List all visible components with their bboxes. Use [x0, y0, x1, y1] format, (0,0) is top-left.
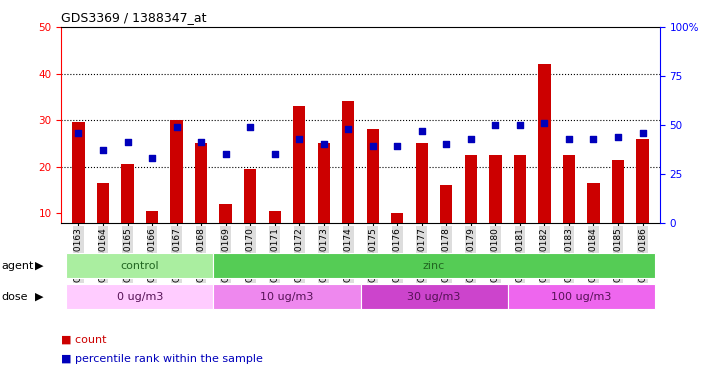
Point — [588, 136, 599, 142]
Point — [563, 136, 575, 142]
Text: ▶: ▶ — [35, 261, 43, 271]
Text: ▶: ▶ — [35, 291, 43, 302]
Bar — [317, 144, 329, 260]
Text: ■ percentile rank within the sample: ■ percentile rank within the sample — [61, 354, 263, 364]
Bar — [539, 64, 551, 260]
Point — [490, 122, 501, 128]
Text: agent: agent — [1, 261, 34, 271]
Point — [171, 124, 182, 130]
Bar — [392, 214, 404, 260]
Bar — [441, 185, 453, 260]
Text: 30 ug/m3: 30 ug/m3 — [407, 291, 461, 302]
Bar — [465, 155, 477, 260]
Point — [122, 139, 133, 146]
Point — [637, 129, 648, 136]
Bar — [170, 120, 182, 260]
Point — [146, 155, 158, 161]
Bar — [563, 155, 575, 260]
Bar — [637, 139, 649, 260]
Bar — [97, 183, 109, 260]
Point — [97, 147, 109, 153]
Point — [392, 143, 403, 149]
Point — [465, 136, 477, 142]
Point — [514, 122, 526, 128]
Point — [73, 129, 84, 136]
Bar — [268, 211, 280, 260]
Bar — [72, 122, 84, 260]
Text: control: control — [120, 261, 159, 271]
Bar — [612, 160, 624, 260]
Point — [342, 126, 354, 132]
Bar — [342, 101, 354, 260]
Bar — [146, 211, 158, 260]
Bar — [219, 204, 231, 260]
Point — [367, 143, 379, 149]
Text: ■ count: ■ count — [61, 335, 107, 345]
Bar — [121, 164, 133, 260]
Bar — [195, 144, 207, 260]
Bar — [514, 155, 526, 260]
Text: 100 ug/m3: 100 ug/m3 — [551, 291, 611, 302]
Bar — [416, 144, 428, 260]
Text: dose: dose — [1, 291, 28, 302]
Bar — [490, 155, 502, 260]
Point — [318, 141, 329, 147]
Point — [416, 127, 428, 134]
Bar — [293, 106, 305, 260]
Text: 10 ug/m3: 10 ug/m3 — [260, 291, 314, 302]
Bar — [367, 129, 379, 260]
Text: 0 ug/m3: 0 ug/m3 — [117, 291, 163, 302]
Point — [612, 134, 624, 140]
Text: GDS3369 / 1388347_at: GDS3369 / 1388347_at — [61, 12, 207, 25]
Point — [195, 139, 207, 146]
Point — [244, 124, 256, 130]
Text: zinc: zinc — [423, 261, 445, 271]
Point — [539, 120, 550, 126]
Point — [269, 151, 280, 157]
Bar — [244, 169, 256, 260]
Point — [441, 141, 452, 147]
Point — [220, 151, 231, 157]
Point — [293, 136, 305, 142]
Bar — [588, 183, 600, 260]
